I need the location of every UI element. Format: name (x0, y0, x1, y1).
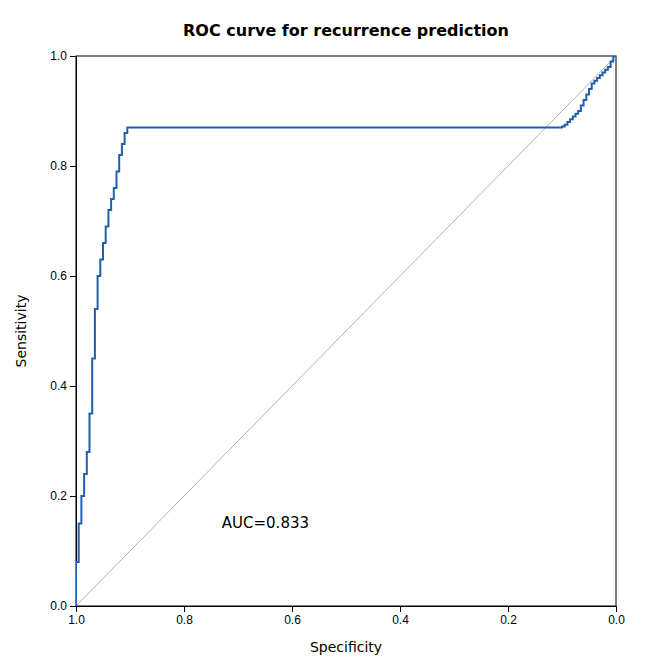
tick-label: 1.0 (50, 49, 67, 63)
axis-line (77, 607, 617, 613)
plot: 1.0 0.8 0.6 0.4 0.2 0.0 0.0 0.2 0.4 0.6 0.8 1.0 AUC=… (50, 49, 625, 626)
tick-label: 0.6 (50, 269, 67, 283)
tick: 0.0 (50, 599, 76, 613)
tick-label: 1.0 (68, 613, 85, 627)
chart: 1.0 0.8 0.6 0.4 0.2 0.0 0.0 0.2 0.4 0.6 0.8 1.0 AUC=… (0, 0, 650, 672)
tick: 0.0 (608, 606, 625, 627)
tick: 0.6 (50, 269, 76, 283)
tick: 0.6 (284, 606, 301, 627)
tick: 1.0 (50, 49, 76, 63)
roc-curve (76, 56, 616, 606)
tick-mark (616, 606, 617, 612)
tick: 0.2 (500, 606, 517, 627)
tick: 0.8 (176, 606, 193, 627)
title: ROC curve for recurrence prediction (183, 21, 509, 40)
tick-mark (70, 386, 76, 387)
axis-line (70, 57, 77, 607)
tick-mark (70, 166, 76, 167)
tick: 1.0 (68, 606, 85, 627)
tick-label: 0.4 (50, 379, 67, 393)
tick-mark (70, 56, 76, 57)
x-axis: 1.0 0.8 0.6 0.4 0.2 0.0 (68, 606, 625, 627)
tick: 0.8 (50, 159, 76, 173)
tick-label: 0.8 (50, 159, 67, 173)
tick-mark (400, 606, 401, 612)
y-axis: 0.0 0.2 0.4 0.6 0.8 1.0 (50, 49, 76, 613)
tick: 0.4 (392, 606, 409, 627)
tick-mark (184, 606, 185, 612)
tick-label: 0.2 (50, 489, 67, 503)
tick-label: 0.0 (608, 613, 625, 627)
y-axis-title: Sensitivity (13, 295, 29, 368)
series-group (76, 56, 616, 606)
tick-mark (292, 606, 293, 612)
tick: 0.4 (50, 379, 76, 393)
tick: 0.2 (50, 489, 76, 503)
tick-label: 0.4 (392, 613, 409, 627)
tick-mark (70, 606, 76, 607)
reference-line (76, 56, 616, 606)
tick-mark (70, 276, 76, 277)
tick-label: 0.6 (284, 613, 301, 627)
annotation: AUC=0.833 (222, 514, 309, 532)
tick-label: 0.0 (50, 599, 67, 613)
tick-mark (508, 606, 509, 612)
plot-frame (76, 56, 616, 606)
tick-label: 0.2 (500, 613, 517, 627)
tick-label: 0.8 (176, 613, 193, 627)
x-axis-title: Specificity (310, 639, 382, 655)
tick-mark (70, 496, 76, 497)
